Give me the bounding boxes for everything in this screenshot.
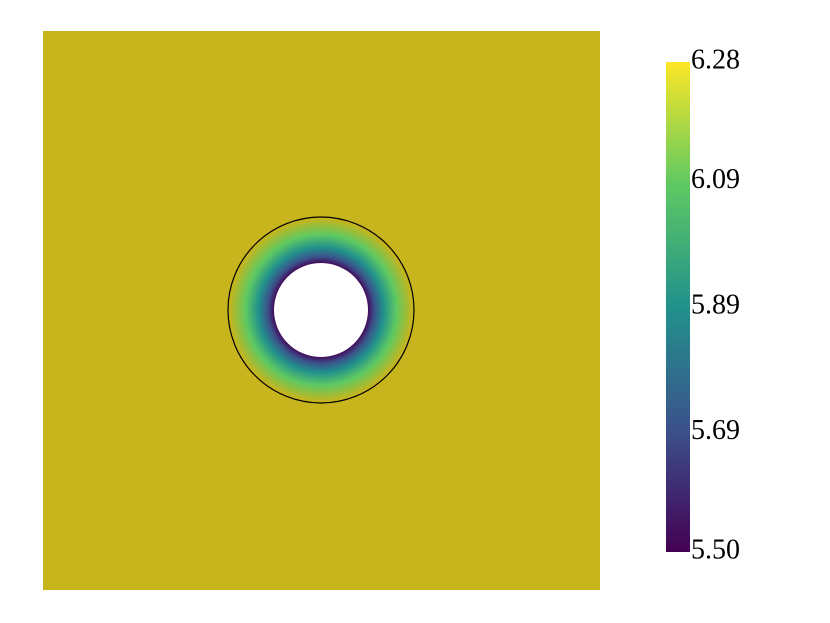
colorbar-tick-label: 6.09: [691, 164, 740, 195]
hole: [274, 263, 368, 357]
colorbar: [666, 62, 690, 552]
colorbar-tick-label: 5.69: [691, 415, 740, 446]
colorbar-tick-label: 5.89: [691, 289, 740, 320]
colorbar-tick-label: 5.50: [691, 534, 740, 565]
contour-circle: [227, 216, 415, 404]
colorbar-tick-label: 6.28: [691, 44, 740, 75]
